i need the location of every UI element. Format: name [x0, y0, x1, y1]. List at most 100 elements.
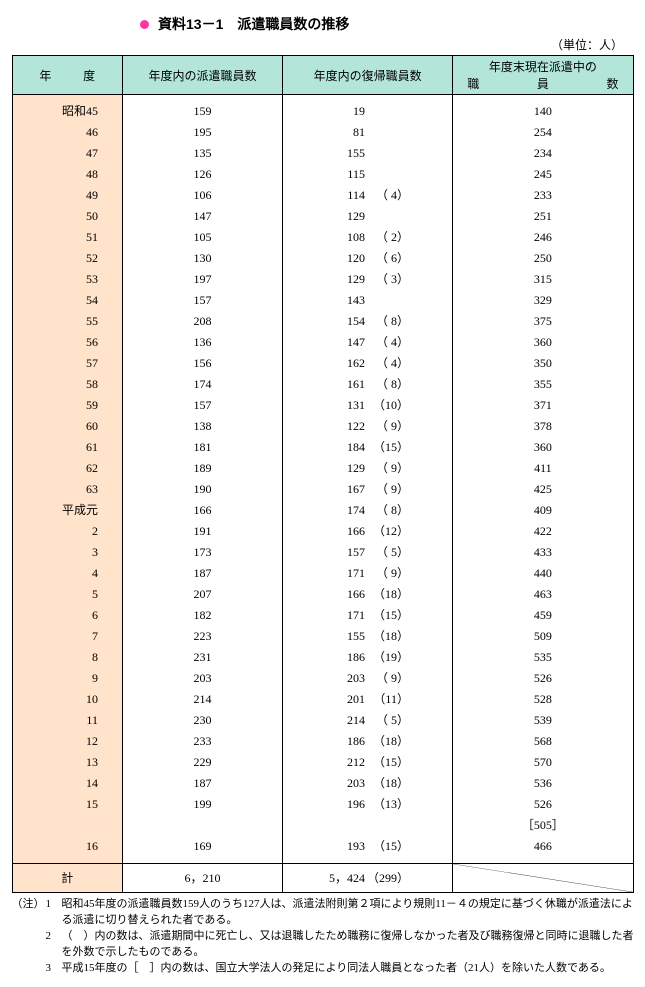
header-current-sp1: 職 [467, 75, 479, 92]
cell-year: 4 [12, 563, 122, 584]
total-returned: 5，424（299） [282, 864, 452, 893]
cell-year: 63 [12, 479, 122, 500]
cell-dispatched: 214 [122, 689, 282, 710]
unit-label: （単位：人） [10, 36, 635, 55]
cell-dispatched: 191 [122, 521, 282, 542]
table-row: 2191166（12）422 [12, 521, 633, 542]
cell-dispatched: 230 [122, 710, 282, 731]
cell-returned: 154（ 8） [282, 311, 452, 332]
cell-returned: 201（11） [282, 689, 452, 710]
note-lead [12, 961, 46, 977]
table-row: 15199196（13）526 [12, 794, 633, 815]
table-row: 昭和4515919140 [12, 101, 633, 122]
cell-returned: 129（ 3） [282, 269, 452, 290]
cell-returned: 129（ 9） [282, 458, 452, 479]
cell-current: 360 [453, 332, 633, 353]
cell-returned: 186（19） [282, 647, 452, 668]
cell-returned: 171（15） [282, 605, 452, 626]
cell-year: 5 [12, 584, 122, 605]
cell-current: 375 [453, 311, 633, 332]
cell-current: 246 [453, 227, 633, 248]
table-row: 59157131（10）371 [12, 395, 633, 416]
cell-current: 409 [453, 500, 633, 521]
cell-returned: 120（ 6） [282, 248, 452, 269]
cell-current: 411 [453, 458, 633, 479]
cell-returned: 155（18） [282, 626, 452, 647]
cell-returned: 131（10） [282, 395, 452, 416]
header-current-sp3: 数 [606, 75, 618, 92]
cell-current: 254 [453, 122, 633, 143]
cell-current: 250 [453, 248, 633, 269]
cell-returned: 157（ 5） [282, 542, 452, 563]
table-row: 4619581254 [12, 122, 633, 143]
cell-year: 55 [12, 311, 122, 332]
cell-returned: 114（ 4） [282, 185, 452, 206]
table-row: 10214201（11）528 [12, 689, 633, 710]
cell-year: 49 [12, 185, 122, 206]
cell-year: 59 [12, 395, 122, 416]
table-row: 48126115245 [12, 164, 633, 185]
cell-returned: 19 [282, 101, 452, 122]
cell-current: 234 [453, 143, 633, 164]
table-row: 4187171（ 9）440 [12, 563, 633, 584]
cell-current: 463 [453, 584, 633, 605]
cell-returned: 186（18） [282, 731, 452, 752]
table-row: 9203203（ 9）526 [12, 668, 633, 689]
cell-dispatched: 156 [122, 353, 282, 374]
cell-year: 14 [12, 773, 122, 794]
cell-returned: 162（ 4） [282, 353, 452, 374]
title-block: 資料13－1 派遣職員数の推移 [10, 10, 635, 36]
cell-year: 48 [12, 164, 122, 185]
cell-year: 62 [12, 458, 122, 479]
document-title: 資料13－1 派遣職員数の推移 [158, 16, 349, 32]
cell-current: 422 [453, 521, 633, 542]
cell-current: 245 [453, 164, 633, 185]
header-current-line2: 職 員 数 [453, 75, 632, 92]
note-item: 3平成15年度の［ ］内の数は、国立大学法人の発足により同法人職員となった者（2… [12, 961, 634, 977]
cell-dispatched: 207 [122, 584, 282, 605]
table-row: 54157143329 [12, 290, 633, 311]
table-row: 53197129（ 3）315 [12, 269, 633, 290]
table-row: 60138122（ 9）378 [12, 416, 633, 437]
table-row: 51105108（ 2）246 [12, 227, 633, 248]
cell-year: 57 [12, 353, 122, 374]
cell-returned: 203（ 9） [282, 668, 452, 689]
cell-current: 568 [453, 731, 633, 752]
cell-returned: 147（ 4） [282, 332, 452, 353]
cell-current: 371 [453, 395, 633, 416]
cell-returned [282, 815, 452, 836]
cell-dispatched: 157 [122, 395, 282, 416]
note-number: 1 [46, 897, 62, 929]
note-lead [12, 929, 46, 961]
cell-current: 528 [453, 689, 633, 710]
cell-dispatched: 187 [122, 563, 282, 584]
table-body: 昭和45159191404619581254471351552344812611… [12, 95, 633, 893]
cell-dispatched: 197 [122, 269, 282, 290]
cell-returned: 174（ 8） [282, 500, 452, 521]
table-row: 47135155234 [12, 143, 633, 164]
cell-current: 440 [453, 563, 633, 584]
cell-current: 466 [453, 836, 633, 857]
table-row: 5207166（18）463 [12, 584, 633, 605]
cell-dispatched: 174 [122, 374, 282, 395]
note-item: 2（ ）内の数は、派遣期間中に死亡し、又は退職したため職務に復帰しなかった者及び… [12, 929, 634, 961]
cell-year: 53 [12, 269, 122, 290]
cell-dispatched: 159 [122, 101, 282, 122]
cell-current: 315 [453, 269, 633, 290]
cell-year: 11 [12, 710, 122, 731]
table-row: 56136147（ 4）360 [12, 332, 633, 353]
table-row: 63190167（ 9）425 [12, 479, 633, 500]
cell-year: 2 [12, 521, 122, 542]
note-lead: （注） [12, 897, 46, 929]
cell-dispatched: 203 [122, 668, 282, 689]
cell-year: 60 [12, 416, 122, 437]
cell-returned: 214（ 5） [282, 710, 452, 731]
cell-current: 539 [453, 710, 633, 731]
cell-dispatched: 136 [122, 332, 282, 353]
note-text: 昭和45年度の派遣職員数159人のうち127人は、派遣法附則第２項により規則11… [62, 897, 634, 929]
cell-current: 378 [453, 416, 633, 437]
cell-current: 350 [453, 353, 633, 374]
cell-current: ［505］ [453, 815, 633, 836]
table-row: 61181184（15）360 [12, 437, 633, 458]
cell-year: 52 [12, 248, 122, 269]
